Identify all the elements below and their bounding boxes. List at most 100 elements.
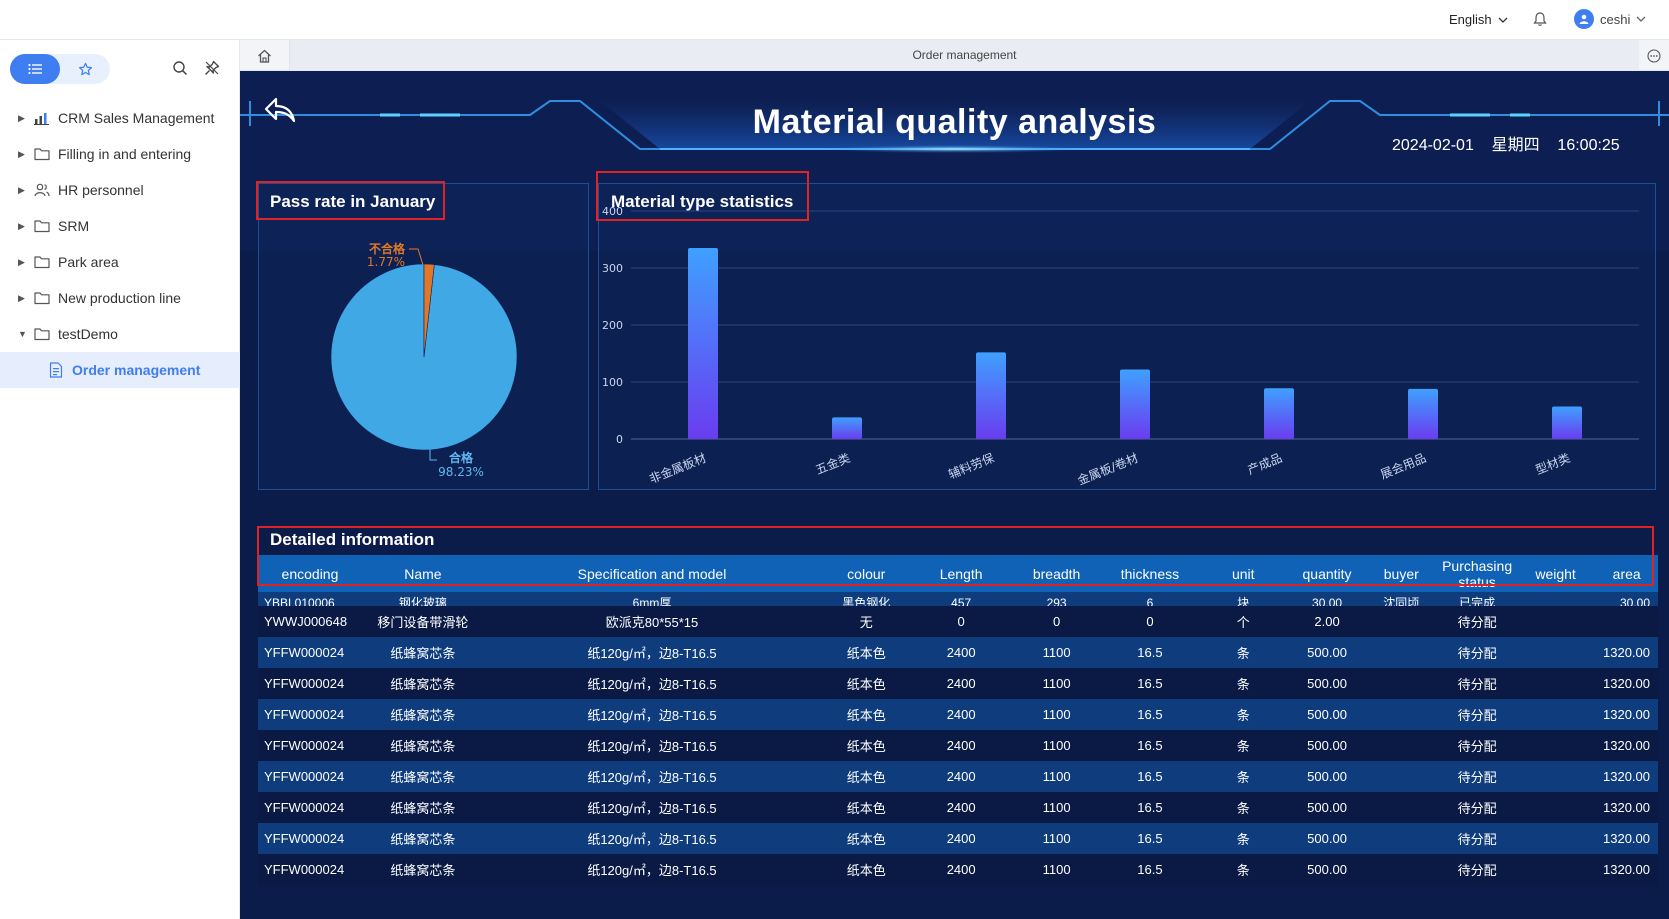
table-row[interactable]: YFFW000024 纸蜂窝芯条 纸120g/㎡，边8-T16.5 纸本色 2400 11… (258, 730, 1658, 761)
sidebar-item-testdemo[interactable]: ▼ testDemo (0, 316, 240, 352)
table-cell: 500.00 (1289, 761, 1365, 792)
bar-chart-icon (34, 110, 50, 126)
user-menu[interactable]: ceshi (1574, 9, 1646, 29)
pie-slice-value: 1.77% (367, 255, 405, 269)
table-cell: YFFW000024 (258, 823, 362, 854)
pin-icon[interactable] (204, 60, 220, 76)
table-cell: 无 (820, 606, 913, 637)
sidebar-item-srm[interactable]: ▶ SRM (0, 208, 240, 244)
bar[interactable] (976, 352, 1006, 439)
table-cell: 纸蜂窝芯条 (361, 668, 484, 699)
tab-bar: Order management (240, 40, 1669, 71)
bar[interactable] (1264, 388, 1294, 439)
table-cell: YFFW000024 (258, 699, 362, 730)
table-cell: 纸本色 (820, 761, 913, 792)
table-cell (1364, 761, 1439, 792)
table-cell: 30.00 (1289, 592, 1365, 606)
sidebar-item-label: CRM Sales Management (58, 110, 215, 126)
table-cell: 6mm厚 (483, 592, 821, 606)
caret-right-icon: ▶ (18, 184, 25, 195)
datetime: 2024-02-01 星期四 16:00:25 (1392, 131, 1620, 155)
sidebar-item-park-area[interactable]: ▶ Park area (0, 244, 240, 280)
table-cell: YWWJ000648 (258, 606, 362, 637)
table-cell: 纸本色 (820, 792, 913, 823)
table-cell: 500.00 (1289, 854, 1365, 885)
table-row[interactable]: YFFW000024 纸蜂窝芯条 纸120g/㎡，边8-T16.5 纸本色 2400 11… (258, 854, 1658, 885)
table-cell: 16.5 (1103, 637, 1197, 668)
search-icon[interactable] (172, 60, 188, 76)
table-cell: 待分配 (1438, 792, 1516, 823)
table-cell: 移门设备带滑轮 (361, 606, 484, 637)
caret-right-icon: ▶ (18, 220, 25, 231)
table-cell: 待分配 (1438, 606, 1516, 637)
sidebar-item-order-management[interactable]: Order management (0, 352, 240, 388)
language-selector[interactable]: English (1449, 12, 1508, 27)
bar[interactable] (1120, 369, 1150, 439)
table-row[interactable]: YFFW000024 纸蜂窝芯条 纸120g/㎡，边8-T16.5 纸本色 2400 11… (258, 699, 1658, 730)
table-cell (1515, 792, 1596, 823)
table-row[interactable]: YFFW000024 纸蜂窝芯条 纸120g/㎡，边8-T16.5 纸本色 2400 11… (258, 668, 1658, 699)
table-cell: 500.00 (1289, 699, 1365, 730)
folder-icon (34, 218, 50, 234)
top-bar: English ceshi (0, 0, 1669, 40)
bar[interactable] (688, 248, 718, 439)
folder-icon (34, 326, 50, 342)
table-cell: 纸蜂窝芯条 (361, 637, 484, 668)
back-arrow-icon[interactable] (264, 97, 296, 125)
users-icon (34, 182, 50, 198)
table-row[interactable]: YFFW000024 纸蜂窝芯条 纸120g/㎡，边8-T16.5 纸本色 2400 11… (258, 823, 1658, 854)
table-cell: 欧派克80*55*15 (483, 606, 821, 637)
dashboard: Material quality analysis 2024-02-01 星期四… (240, 71, 1669, 919)
table-cell: 2400 (912, 823, 1010, 854)
table-cell: YFFW000024 (258, 761, 362, 792)
list-view-button[interactable] (10, 54, 60, 84)
sidebar-item-new-production-line[interactable]: ▶ New production line (0, 280, 240, 316)
sidebar-item-hr[interactable]: ▶ HR personnel (0, 172, 240, 208)
favorites-button[interactable] (60, 54, 110, 84)
table-cell: 16.5 (1103, 699, 1197, 730)
table-row[interactable]: YFFW000024 纸蜂窝芯条 纸120g/㎡，边8-T16.5 纸本色 2400 11… (258, 761, 1658, 792)
table-cell: 500.00 (1289, 823, 1365, 854)
table-cell: 纸本色 (820, 854, 913, 885)
avatar (1574, 9, 1594, 29)
sidebar-item-filling[interactable]: ▶ Filling in and entering (0, 136, 240, 172)
more-options-icon[interactable] (1639, 40, 1669, 71)
table-cell: YFFW000024 (258, 792, 362, 823)
table-row[interactable]: YWWJ000648 移门设备带滑轮 欧派克80*55*15 无 0 0 0 个 2.00 待分配 (258, 606, 1658, 637)
table-cell: 纸120g/㎡，边8-T16.5 (483, 792, 821, 823)
table-cell (1364, 606, 1439, 637)
username: ceshi (1600, 11, 1631, 27)
table-cell: 条 (1196, 637, 1290, 668)
bell-icon[interactable] (1532, 11, 1548, 27)
sidebar-item-crm[interactable]: ▶ CRM Sales Management (0, 100, 240, 136)
table-row[interactable]: YBBL010006 钢化玻璃 6mm厚 黑色钢化 457 293 6 块 30.00 沈同顷 已完… (258, 592, 1658, 606)
table-cell: 条 (1196, 792, 1290, 823)
highlight-box (596, 171, 809, 221)
bar[interactable] (832, 417, 862, 439)
table-row[interactable]: YFFW000024 纸蜂窝芯条 纸120g/㎡，边8-T16.5 纸本色 2400 11… (258, 637, 1658, 668)
tab-order-management[interactable]: Order management (290, 40, 1639, 71)
table-cell (1364, 792, 1439, 823)
table-cell: 纸本色 (820, 730, 913, 761)
home-icon (257, 49, 272, 63)
table-cell: 纸120g/㎡，边8-T16.5 (483, 730, 821, 761)
table-cell: 6 (1103, 592, 1197, 606)
table-cell (1364, 668, 1439, 699)
caret-right-icon: ▶ (18, 256, 25, 267)
home-tab[interactable] (240, 40, 290, 71)
table-cell (1515, 592, 1596, 606)
dashboard-title: Material quality analysis (752, 103, 1157, 141)
table-cell: 30.00 (1595, 592, 1658, 606)
table-cell: 纸120g/㎡，边8-T16.5 (483, 823, 821, 854)
language-label: English (1449, 12, 1492, 27)
table-cell: 2400 (912, 637, 1010, 668)
bar[interactable] (1552, 406, 1582, 439)
folder-icon (34, 254, 50, 270)
table-cell (1515, 854, 1596, 885)
table-row[interactable]: YFFW000024 纸蜂窝芯条 纸120g/㎡，边8-T16.5 纸本色 2400 11… (258, 792, 1658, 823)
bar[interactable] (1408, 388, 1438, 439)
table-cell: 1100 (1009, 668, 1104, 699)
table-cell (1515, 823, 1596, 854)
pie-slice[interactable] (423, 263, 435, 358)
